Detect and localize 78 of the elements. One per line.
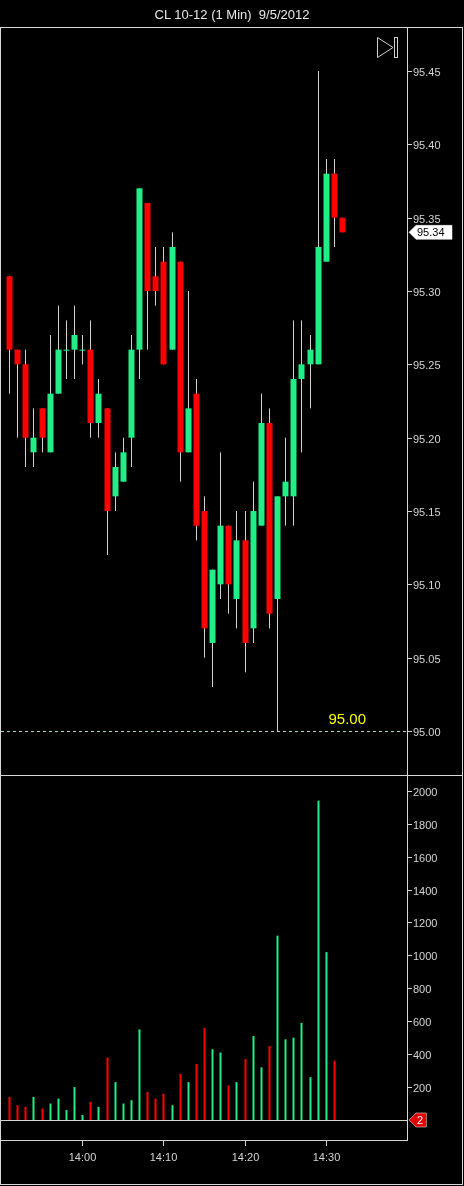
candlestick (282, 437, 289, 527)
x-tick-label: 14:10 (149, 1151, 178, 1163)
y-tick-label: 95.40 (413, 138, 441, 151)
bar (244, 1059, 247, 1120)
bar (252, 1036, 255, 1120)
y-tick-label: 95.05 (413, 652, 441, 665)
x-tick-label: 14:00 (68, 1151, 97, 1163)
candlestick (63, 319, 70, 380)
bar (114, 1082, 117, 1120)
candlestick (71, 305, 78, 380)
annotation: 95.34 (417, 226, 445, 239)
bar (333, 1060, 336, 1120)
bar (106, 1057, 109, 1120)
bar (24, 1106, 27, 1120)
y-tick-label: 1400 (413, 884, 438, 897)
bar (8, 1096, 11, 1120)
bar (41, 1108, 44, 1120)
bar (81, 1115, 84, 1120)
y-tick-label: 95.45 (413, 65, 441, 78)
y-tick-label: 400 (413, 1048, 432, 1061)
bar (16, 1105, 19, 1120)
bar (73, 1087, 76, 1120)
bar (57, 1098, 60, 1120)
bar (122, 1103, 125, 1120)
candlestick (30, 407, 37, 468)
x-tick-label: 14:20 (231, 1151, 260, 1163)
y-tick-label: 95.30 (413, 285, 441, 298)
bar (260, 1067, 263, 1120)
bar (49, 1103, 52, 1120)
y-tick-label: 800 (413, 982, 432, 995)
bar (138, 1029, 141, 1120)
candlestick (14, 349, 21, 439)
y-tick-label: 95.20 (413, 432, 441, 445)
y-tick-label: 95.25 (413, 358, 441, 371)
bar (203, 1027, 206, 1120)
bar (89, 1101, 92, 1120)
bar (276, 935, 279, 1120)
chart-title: CL 10-12 (1 Min) 9/5/2012 (154, 6, 310, 22)
bar (292, 1037, 295, 1120)
y-tick-label: 95.35 (413, 212, 441, 225)
bar (154, 1098, 157, 1120)
bar (162, 1093, 165, 1120)
bar (179, 1073, 182, 1120)
x-tick-label: 14:30 (312, 1151, 341, 1163)
bar (97, 1106, 100, 1120)
bar (309, 1077, 312, 1120)
y-tick-label: 1600 (413, 851, 438, 864)
candlestick (152, 246, 159, 307)
bar (211, 1049, 214, 1120)
bar (219, 1052, 222, 1120)
text: 2 (417, 1114, 424, 1126)
candlestick (79, 334, 86, 365)
bar (187, 1082, 190, 1120)
candlestick (298, 319, 305, 453)
bar (130, 1100, 133, 1120)
bar (195, 1064, 198, 1120)
y-tick-label: 1000 (413, 949, 438, 962)
bar (235, 1082, 238, 1120)
y-tick-label: 600 (413, 1015, 432, 1028)
bar (227, 1085, 230, 1120)
bar (317, 800, 320, 1120)
y-tick-label: 1800 (413, 818, 438, 831)
ref-line-label: 95.00 (328, 709, 366, 727)
bar (268, 1045, 271, 1120)
y-tick-label: 2000 (413, 785, 438, 798)
bar (146, 1092, 149, 1120)
y-tick-label: 95.10 (413, 578, 441, 591)
y-tick-label: 95.00 (413, 725, 441, 738)
y-tick-label: 1200 (413, 916, 438, 929)
y-tick-label: 95.15 (413, 505, 441, 518)
bar (325, 952, 328, 1120)
y-tick-label: 200 (413, 1081, 432, 1094)
candlestick (307, 334, 314, 409)
bar (300, 1022, 303, 1120)
bar (171, 1105, 174, 1120)
bar (65, 1110, 68, 1120)
bar (284, 1039, 287, 1120)
bar (32, 1096, 35, 1120)
